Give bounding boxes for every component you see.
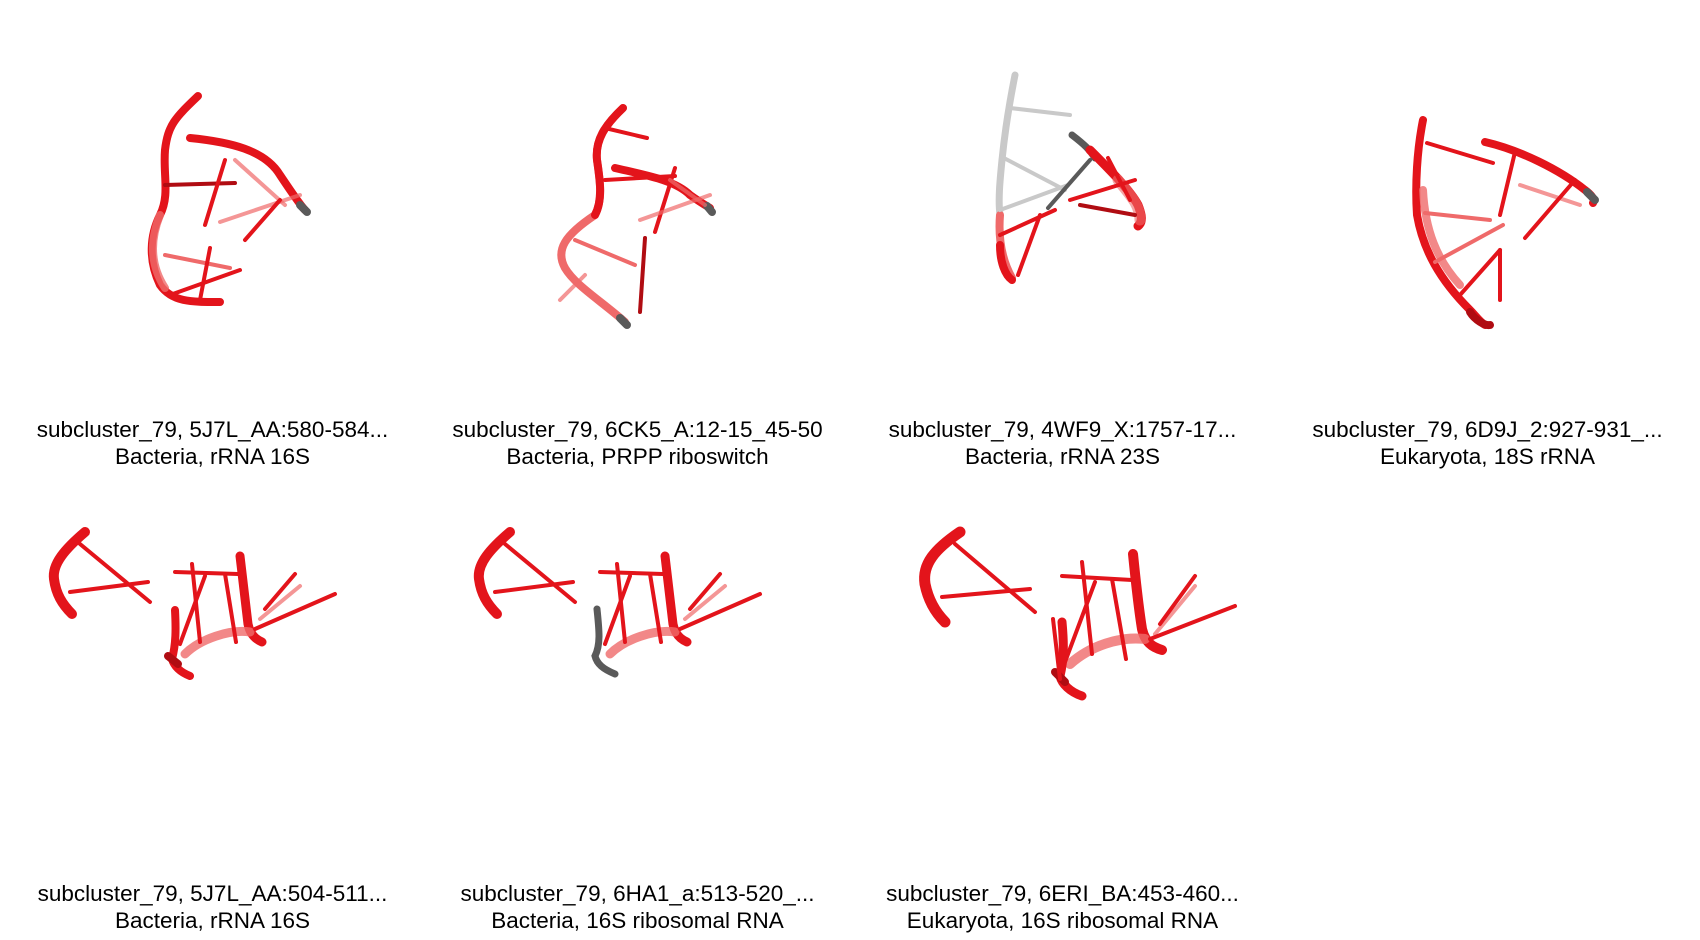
panel-subtitle: Eukaryota, 18S rRNA [1379, 444, 1596, 469]
panel-caption: subcluster_79, 6D9J_2:927-931_... Eukary… [1275, 416, 1700, 470]
rna-structure-image [1412, 116, 1599, 330]
panel-subtitle: Bacteria, 16S ribosomal RNA [491, 908, 784, 933]
panel-title: subcluster_79, 6CK5_A:12-15_45-50 [452, 417, 823, 442]
panel-caption: subcluster_79, 5J7L_AA:580-584... Bacter… [0, 416, 425, 470]
panel-caption: subcluster_79, 5J7L_AA:504-511... Bacter… [0, 880, 425, 934]
panel-caption: subcluster_79, 4WF9_X:1757-17... Bacteri… [850, 416, 1275, 470]
rna-structure-image [919, 526, 1237, 701]
panel-title: subcluster_79, 6D9J_2:927-931_... [1312, 417, 1663, 442]
panel-title: subcluster_79, 6ERI_BA:453-460... [886, 881, 1239, 906]
panel-title: subcluster_79, 4WF9_X:1757-17... [888, 417, 1237, 442]
rna-structure-image [48, 527, 337, 680]
panel-caption: subcluster_79, 6ERI_BA:453-460... Eukary… [850, 880, 1275, 934]
panel-subtitle: Bacteria, PRPP riboswitch [506, 444, 769, 469]
panel-subtitle: Bacteria, rRNA 16S [114, 908, 311, 933]
rna-structure-image [147, 92, 311, 306]
panel-title: subcluster_79, 6HA1_a:513-520_... [460, 881, 815, 906]
structure-panel: subcluster_79, 6ERI_BA:453-460... Eukary… [850, 464, 1275, 934]
structure-panel: subcluster_79, 5J7L_AA:504-511... Bacter… [0, 464, 425, 934]
rna-structure-image [473, 527, 762, 678]
structure-panel: subcluster_79, 6D9J_2:927-931_... Eukary… [1275, 0, 1700, 470]
panel-subtitle: Eukaryota, 16S ribosomal RNA [906, 908, 1219, 933]
structure-panel: subcluster_79, 6HA1_a:513-520_... Bacter… [425, 464, 850, 934]
panel-title: subcluster_79, 5J7L_AA:504-511... [37, 881, 388, 906]
panel-caption: subcluster_79, 6CK5_A:12-15_45-50 Bacter… [425, 416, 850, 470]
panel-caption: subcluster_79, 6HA1_a:513-520_... Bacter… [425, 880, 850, 934]
panel-subtitle: Bacteria, rRNA 23S [964, 444, 1161, 469]
structure-panel: subcluster_79, 6CK5_A:12-15_45-50 Bacter… [425, 0, 850, 470]
panel-title: subcluster_79, 5J7L_AA:580-584... [36, 417, 389, 442]
structure-panel: subcluster_79, 5J7L_AA:580-584... Bacter… [0, 0, 425, 470]
structure-panel: subcluster_79, 4WF9_X:1757-17... Bacteri… [850, 0, 1275, 470]
rna-structure-image [557, 104, 716, 329]
panel-subtitle: Bacteria, rRNA 16S [114, 444, 311, 469]
rna-structure-image [995, 71, 1146, 284]
